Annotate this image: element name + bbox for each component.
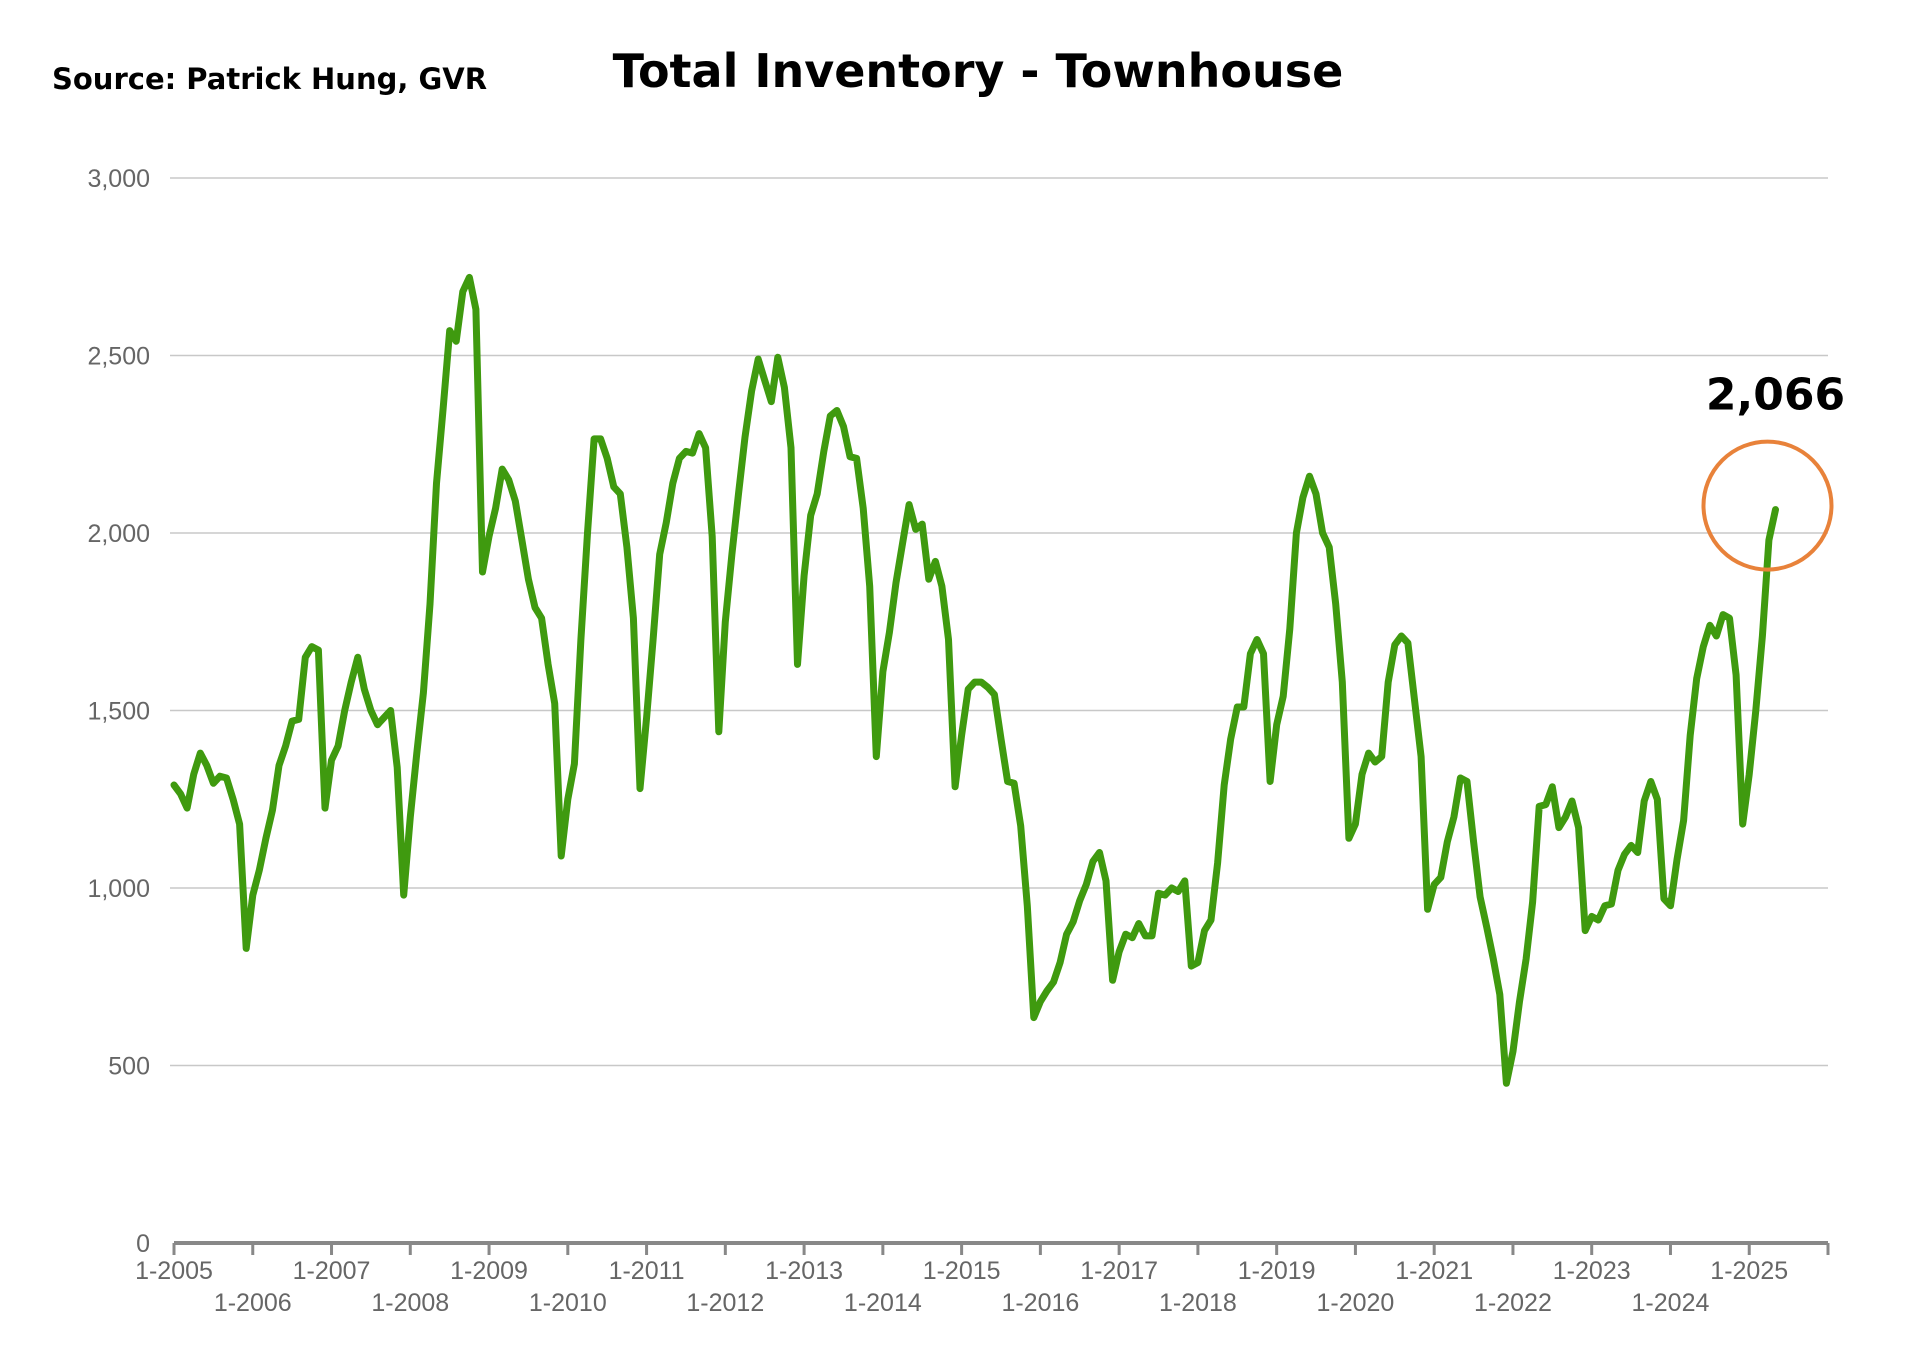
x-tick-label: 1-2022: [1474, 1289, 1552, 1317]
y-tick-label: 3,000: [87, 165, 150, 193]
y-tick-label: 2,000: [87, 520, 150, 548]
y-tick-label: 500: [108, 1053, 150, 1081]
source-note: Source: Patrick Hung, GVR: [52, 62, 488, 96]
x-tick-label: 1-2021: [1395, 1257, 1473, 1285]
x-tick-label: 1-2020: [1316, 1289, 1394, 1317]
x-tick-label: 1-2024: [1632, 1289, 1710, 1317]
x-tick-label: 1-2009: [450, 1257, 528, 1285]
x-tick-label: 1-2012: [686, 1289, 764, 1317]
x-tick-label: 1-2025: [1710, 1257, 1788, 1285]
x-tick-label: 1-2018: [1159, 1289, 1237, 1317]
latest-value-label: 2,066: [1706, 370, 1845, 421]
x-tick-label: 1-2005: [135, 1257, 213, 1285]
x-tick-label: 1-2006: [214, 1289, 292, 1317]
x-tick-label: 1-2015: [923, 1257, 1001, 1285]
x-tick-label: 1-2017: [1080, 1257, 1158, 1285]
x-tick-label: 1-2010: [529, 1289, 607, 1317]
y-tick-label: 2,500: [87, 343, 150, 371]
y-axis-labels: 0 500 1,000 1,500 2,000 2,500 3,000: [87, 165, 150, 1258]
inventory-series-line: [170, 273, 1779, 1087]
y-tick-label: 0: [136, 1230, 150, 1258]
y-tick-label: 1,500: [87, 698, 150, 726]
gridlines: [170, 177, 1828, 1067]
x-tick-label: 1-2016: [1001, 1289, 1079, 1317]
x-tick-label: 1-2013: [765, 1257, 843, 1285]
highlight-circle: [1701, 439, 1834, 572]
y-tick-label: 1,000: [87, 875, 150, 903]
chart-title: Total Inventory - Townhouse: [612, 44, 1344, 98]
x-tick-label: 1-2019: [1238, 1257, 1316, 1285]
x-tick-label: 1-2014: [844, 1289, 922, 1317]
x-tick-label: 1-2023: [1553, 1257, 1631, 1285]
x-tick-label: 1-2011: [609, 1257, 685, 1285]
annotation-layer: 2,066: [1701, 370, 1845, 572]
x-tick-label: 1-2008: [371, 1289, 449, 1317]
x-tick-label: 1-2007: [293, 1257, 371, 1285]
series-layer: [170, 273, 1779, 1087]
x-axis: 1-20051-20061-20071-20081-20091-20101-20…: [135, 1241, 1830, 1317]
